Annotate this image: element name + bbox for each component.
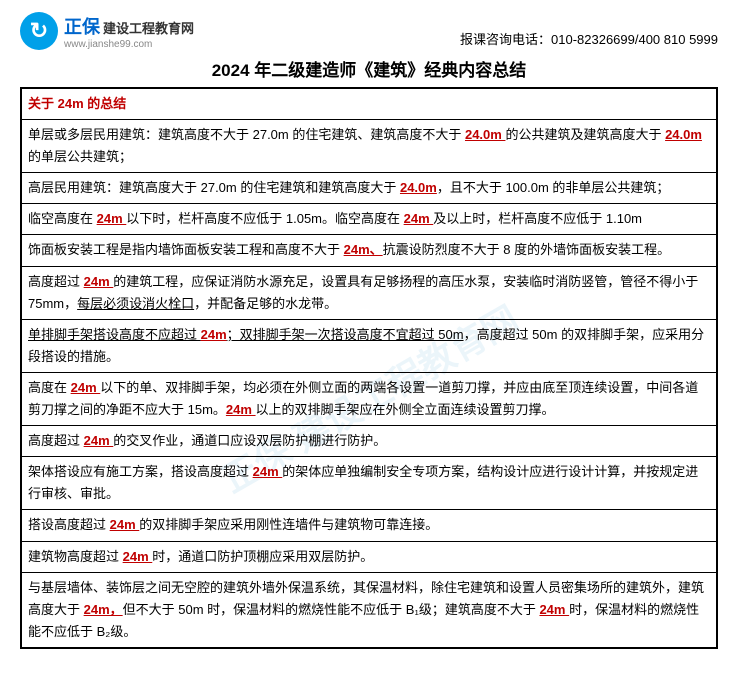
table-row: 建筑物高度超过 24m 时，通道口防护顶棚应采用双层防护。: [21, 541, 717, 572]
table-row: 高度在 24m 以下的单、双排脚手架，均必须在外侧立面的两端各设置一道剪刀撑，并…: [21, 372, 717, 425]
table-row: 高度超过 24m 的交叉作业，通道口应设双层防护棚进行防护。: [21, 426, 717, 457]
logo-url: www.jianshe99.com: [64, 39, 194, 50]
table-row: 架体搭设应有施工方案，搭设高度超过 24m 的架体应单独编制安全专项方案，结构设…: [21, 457, 717, 510]
content-table: 关于 24m 的总结单层或多层民用建筑：建筑高度不大于 27.0m 的住宅建筑、…: [20, 87, 718, 649]
page-header: ↻ 正保 建设工程教育网 www.jianshe99.com 报课咨询电话：01…: [20, 12, 718, 50]
hotline: 报课咨询电话：010-82326699/400 810 5999: [460, 29, 718, 48]
table-row: 临空高度在 24m 以下时，栏杆高度不应低于 1.05m。临空高度在 24m 及…: [21, 204, 717, 235]
table-row: 搭设高度超过 24m 的双排脚手架应采用刚性连墙件与建筑物可靠连接。: [21, 510, 717, 541]
section-header: 关于 24m 的总结: [21, 88, 717, 120]
table-row: 高度超过 24m 的建筑工程，应保证消防水源充足，设置具有足够扬程的高压水泵，安…: [21, 266, 717, 319]
table-row: 饰面板安装工程是指内墙饰面板安装工程和高度不大于 24m、抗震设防烈度不大于 8…: [21, 235, 717, 266]
table-row: 高层民用建筑：建筑高度大于 27.0m 的住宅建筑和建筑高度大于 24.0m，且…: [21, 173, 717, 204]
table-row: 与基层墙体、装饰层之间无空腔的建筑外墙外保温系统，其保温材料，除住宅建筑和设置人…: [21, 572, 717, 648]
logo-icon: ↻: [20, 12, 58, 50]
logo-brand: 正保: [64, 13, 100, 39]
table-row: 单层或多层民用建筑：建筑高度不大于 27.0m 的住宅建筑、建筑高度不大于 24…: [21, 120, 717, 173]
logo-area: ↻ 正保 建设工程教育网 www.jianshe99.com: [20, 12, 194, 50]
logo-subtitle: 建设工程教育网: [103, 18, 194, 37]
logo-text: 正保 建设工程教育网 www.jianshe99.com: [64, 13, 194, 50]
table-row: 单排脚手架搭设高度不应超过 24m；双排脚手架一次搭设高度不宜超过 50m，高度…: [21, 319, 717, 372]
page-title: 2024 年二级建造师《建筑》经典内容总结: [20, 56, 718, 81]
